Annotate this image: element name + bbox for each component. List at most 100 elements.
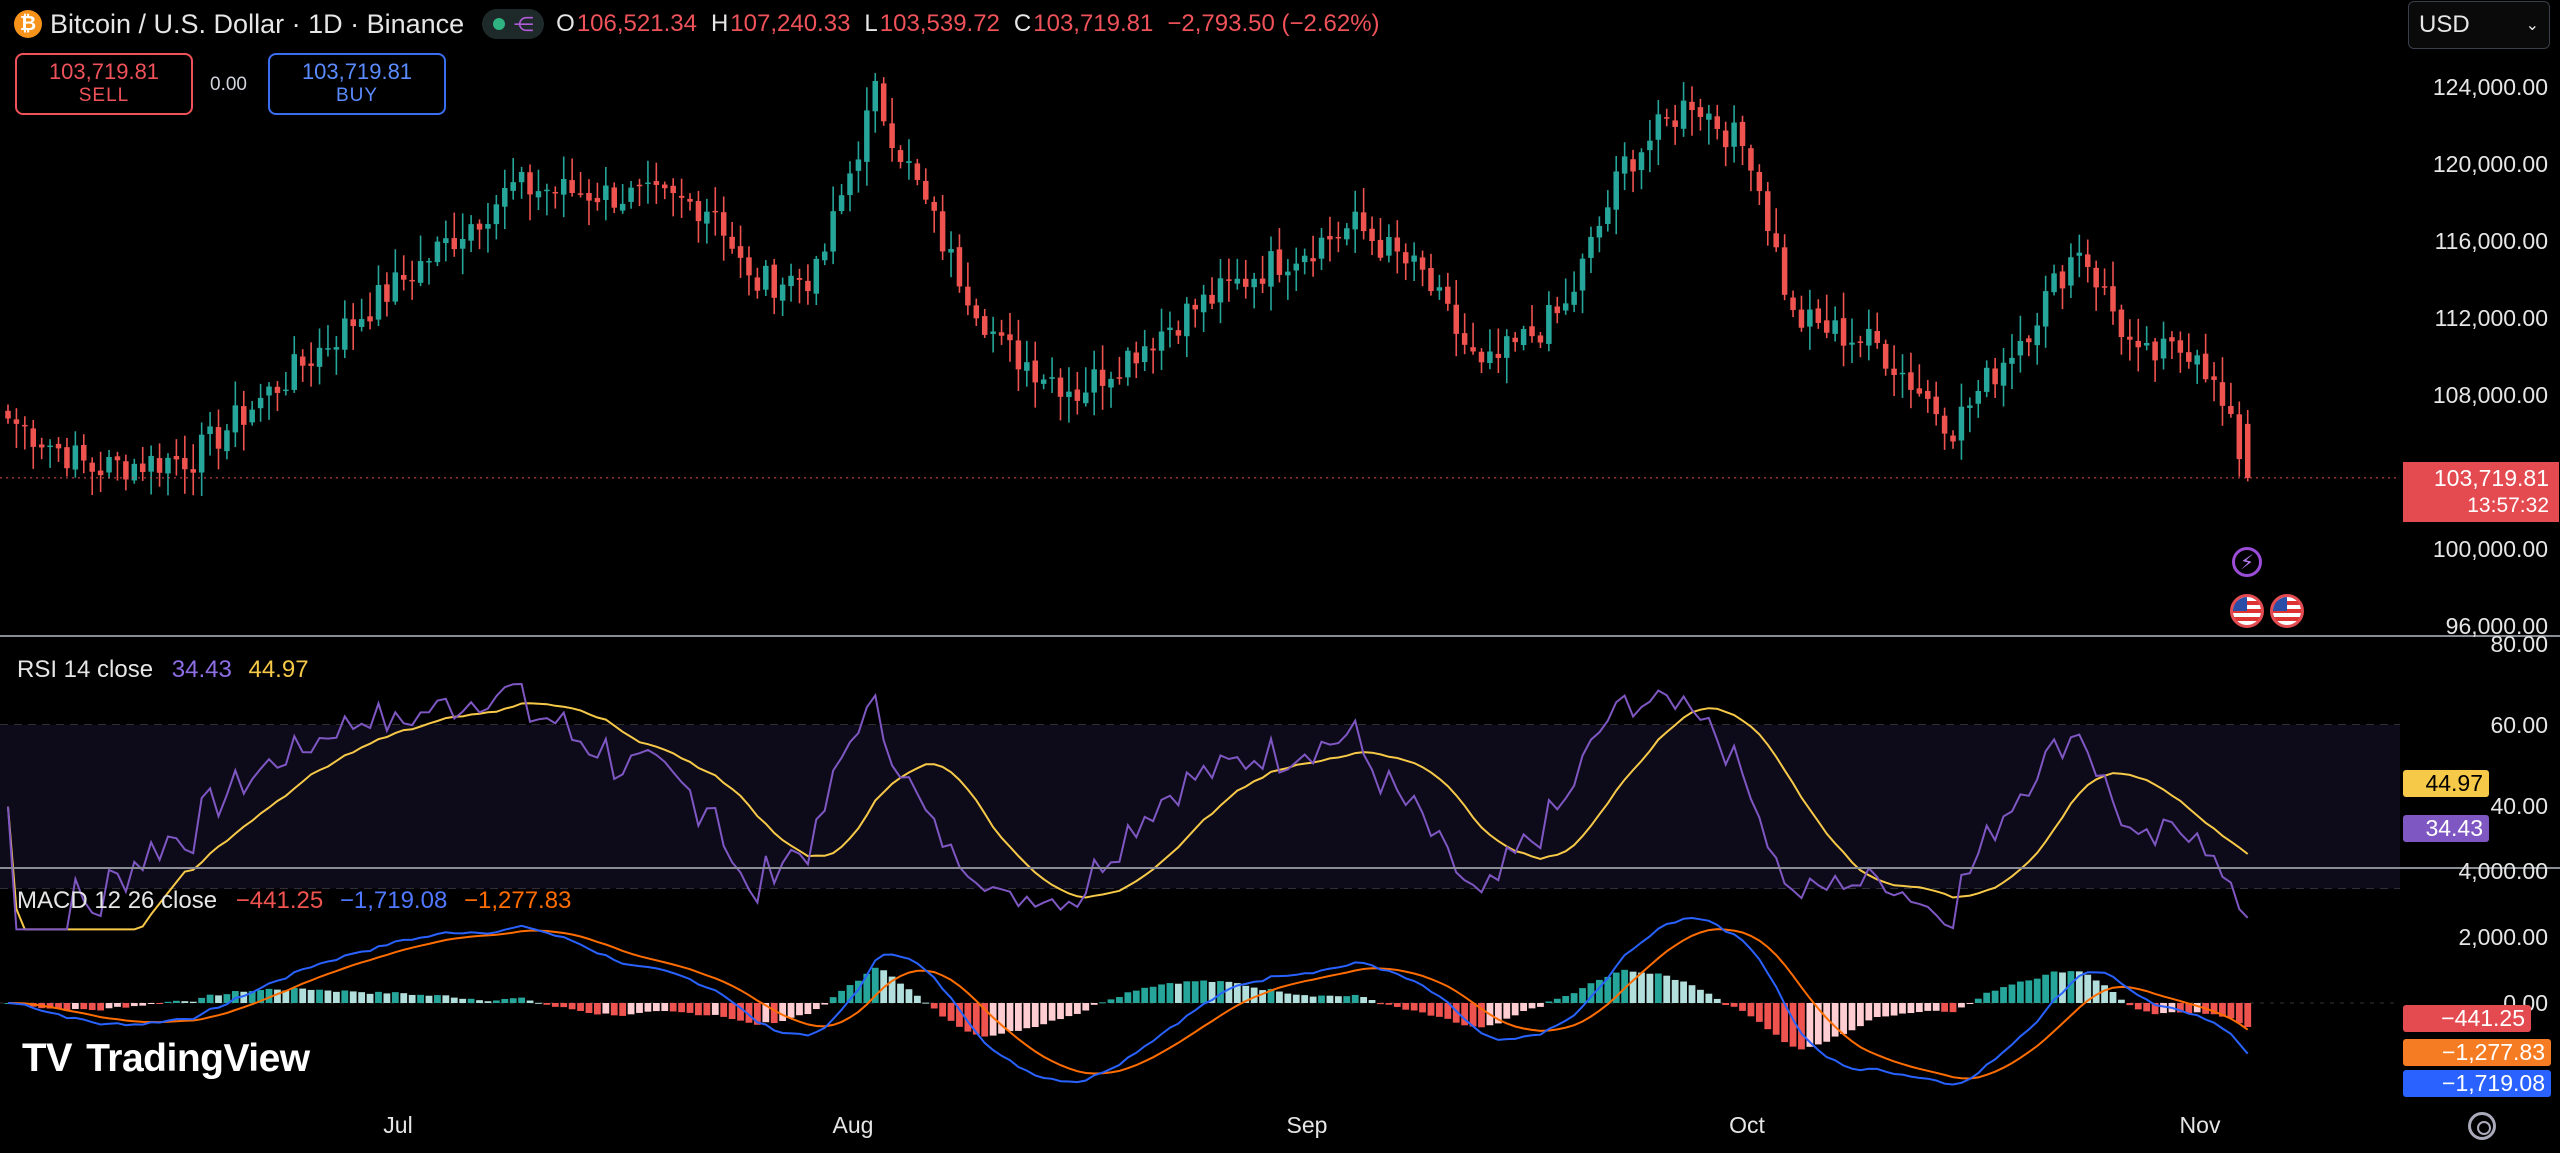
macd-histogram-bar (720, 1003, 728, 1017)
macd-histogram-bar (1309, 996, 1317, 1003)
macd-histogram-bar (130, 1003, 138, 1007)
sell-button[interactable]: 103,719.81 SELL (15, 53, 193, 115)
candle-body (1882, 343, 1889, 369)
macd-histogram-bar (181, 1001, 189, 1003)
candle-body (2076, 252, 2083, 256)
macd-histogram-bar (652, 1003, 660, 1012)
macd-histogram-bar (1629, 971, 1637, 1003)
candle-body (5, 410, 11, 419)
candle-body (1647, 140, 1653, 151)
macd-histogram-bar (1705, 993, 1713, 1003)
candle-body (1285, 271, 1291, 276)
candle-body (1478, 351, 1485, 363)
macd-histogram-bar (105, 1003, 113, 1009)
candle-body (1529, 326, 1535, 337)
lightning-event-icon[interactable]: ⚡ (2232, 547, 2262, 577)
macd-histogram-bar (231, 991, 239, 1003)
candle-body (1849, 342, 1855, 345)
macd-line-value: −1,719.08 (339, 887, 448, 914)
candle-body (704, 211, 710, 224)
candle-body (2051, 273, 2057, 293)
macd-histogram-bar (189, 1001, 197, 1003)
candlestick-series (5, 73, 2251, 496)
macd-histogram-bar (2008, 984, 2016, 1003)
rsi-tag: 34.43 (2403, 815, 2489, 842)
macd-histogram-bar (1166, 983, 1174, 1003)
candle-body (173, 455, 180, 460)
macd-histogram-bar (1225, 981, 1233, 1003)
candle-body (131, 463, 138, 481)
candle-body (1099, 369, 1106, 386)
symbol-title[interactable]: Bitcoin / U.S. Dollar · 1D · Binance (50, 8, 465, 39)
macd-histogram-bar (1949, 1003, 1957, 1013)
us-flag-event-icon[interactable] (2270, 594, 2304, 628)
macd-histogram-bar (1267, 988, 1275, 1003)
rsi-legend[interactable]: RSI 14 close 34.43 44.97 (17, 656, 309, 683)
macd-histogram-bar (341, 990, 349, 1003)
candle-body (1209, 294, 1215, 304)
macd-histogram-bar (434, 995, 441, 1003)
macd-histogram-bar (804, 1003, 812, 1015)
macd-histogram-bar (1057, 1003, 1064, 1020)
macd-histogram-bar (2033, 978, 2041, 1003)
currency-select[interactable]: USD ⌄ (2408, 1, 2550, 49)
candle-body (720, 212, 727, 236)
candle-body (1318, 237, 1325, 259)
candle-body (198, 434, 205, 473)
ohlc-low: L103,539.72 (864, 10, 1000, 37)
macd-histogram-bar (1545, 1001, 1553, 1003)
candle-body (897, 150, 904, 162)
macd-histogram-bar (332, 991, 340, 1003)
market-open-dot-icon (492, 18, 505, 30)
candle-body (1967, 405, 1973, 408)
macd-histogram-bar (1006, 1003, 1014, 1032)
us-flag-event-icon[interactable] (2230, 594, 2264, 628)
macd-histogram-bar (2151, 1003, 2159, 1015)
macd-histogram-bar (989, 1003, 997, 1036)
candle-body (502, 187, 508, 207)
macd-axis-label: 4,000.00 (2458, 858, 2548, 884)
candle-body (813, 258, 820, 294)
macd-histogram-bar (745, 1003, 753, 1023)
candle-body (1268, 251, 1274, 287)
macd-histogram-bar (1823, 1003, 1831, 1042)
candle-body (1874, 331, 1880, 343)
macd-histogram-bar (2016, 981, 2024, 1003)
macd-histogram-bar (391, 992, 399, 1003)
candle-body (1537, 335, 1544, 343)
candle-body (847, 173, 853, 196)
candle-body (628, 187, 634, 202)
candle-body (350, 319, 356, 327)
macd-histogram-bar (164, 1001, 172, 1003)
macd-histogram-bar (2050, 971, 2058, 1003)
candle-body (89, 462, 95, 472)
macd-signal-line (7, 928, 2249, 1080)
tradingview-logo[interactable]: TV TradingView (22, 1036, 310, 1081)
candle-body (308, 363, 314, 366)
settings-gear-icon[interactable] (2468, 1112, 2496, 1140)
buy-button[interactable]: 103,719.81 BUY (268, 53, 446, 115)
macd-histogram-bar (1503, 1003, 1511, 1019)
macd-histogram-bar (1284, 993, 1292, 1003)
macd-histogram-bar (1351, 994, 1359, 1003)
price-axis-label: 100,000.00 (2432, 536, 2548, 562)
candle-body (1386, 236, 1392, 256)
candle-body (299, 356, 306, 366)
candle-body (821, 251, 828, 261)
macd-histogram-bar (1233, 983, 1241, 1003)
macd-legend[interactable]: MACD 12 26 close −441.25 −1,719.08 −1,27… (17, 887, 572, 914)
candle-body (619, 203, 626, 211)
macd-histogram-bar (1646, 973, 1654, 1003)
macd-histogram-bar (568, 1003, 576, 1010)
candle-body (1344, 228, 1350, 240)
macd-histogram-bar (863, 973, 871, 1003)
candle-body (1857, 341, 1864, 343)
market-status[interactable]: ⋲ (482, 9, 545, 39)
candle-body (1899, 372, 1906, 375)
candle-body (207, 426, 213, 435)
candle-body (1453, 304, 1459, 334)
tradingview-icon: TV (22, 1036, 73, 1080)
macd-histogram-bar (248, 991, 256, 1003)
macd-histogram-bar (1385, 1003, 1393, 1005)
